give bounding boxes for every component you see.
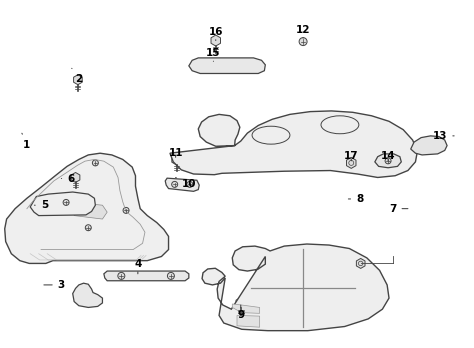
Polygon shape xyxy=(211,35,220,46)
Polygon shape xyxy=(71,173,80,182)
Circle shape xyxy=(92,160,99,166)
Text: 7: 7 xyxy=(389,204,408,214)
Circle shape xyxy=(63,199,69,205)
Polygon shape xyxy=(170,111,417,177)
Polygon shape xyxy=(411,136,447,155)
Circle shape xyxy=(187,181,193,187)
Text: 2: 2 xyxy=(72,68,82,84)
Circle shape xyxy=(123,207,129,213)
Text: 10: 10 xyxy=(176,177,196,189)
Text: 11: 11 xyxy=(168,148,183,158)
Circle shape xyxy=(167,272,174,279)
Text: 13: 13 xyxy=(433,131,454,141)
Circle shape xyxy=(85,225,91,231)
Text: 15: 15 xyxy=(206,48,220,61)
Polygon shape xyxy=(73,75,82,85)
Polygon shape xyxy=(74,203,107,219)
Circle shape xyxy=(299,38,307,46)
Polygon shape xyxy=(232,304,260,313)
Circle shape xyxy=(385,158,391,164)
Text: 12: 12 xyxy=(296,25,310,38)
Text: 17: 17 xyxy=(344,151,358,161)
Polygon shape xyxy=(202,244,389,331)
Text: 6: 6 xyxy=(61,174,74,183)
Polygon shape xyxy=(236,298,246,308)
Text: 1: 1 xyxy=(22,133,30,150)
Text: 14: 14 xyxy=(381,151,395,161)
Text: 8: 8 xyxy=(348,194,364,204)
Polygon shape xyxy=(5,153,169,263)
Polygon shape xyxy=(172,154,182,165)
Text: 5: 5 xyxy=(35,200,48,210)
Polygon shape xyxy=(30,192,95,216)
Polygon shape xyxy=(237,315,260,327)
Polygon shape xyxy=(73,283,102,307)
Polygon shape xyxy=(375,154,401,168)
Polygon shape xyxy=(356,259,365,268)
Polygon shape xyxy=(189,58,265,73)
Polygon shape xyxy=(346,157,356,168)
Text: 9: 9 xyxy=(237,305,244,321)
Polygon shape xyxy=(104,271,189,281)
Circle shape xyxy=(118,272,125,279)
Text: 16: 16 xyxy=(209,27,223,41)
Text: 4: 4 xyxy=(134,259,142,274)
Circle shape xyxy=(172,181,178,187)
Text: 3: 3 xyxy=(44,280,65,290)
Polygon shape xyxy=(165,178,199,191)
